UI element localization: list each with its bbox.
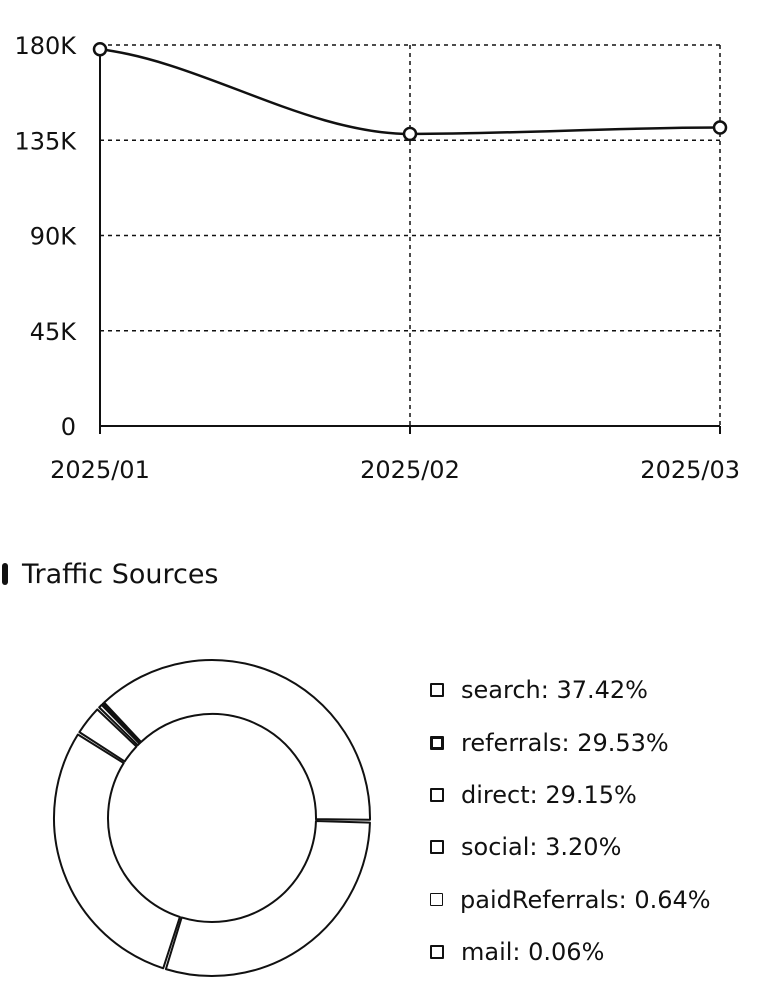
x-tick-label: 2025/01 — [50, 456, 150, 484]
traffic-sources-title: Traffic Sources — [22, 558, 219, 590]
x-tick-label: 2025/03 — [640, 456, 740, 484]
data-point — [402, 126, 418, 142]
donut-slice-search — [103, 659, 371, 821]
legend-swatch-icon — [430, 945, 444, 960]
line-chart-series — [92, 41, 728, 142]
x-tick-label: 2025/02 — [360, 456, 460, 484]
legend-item-mail[interactable]: mail: 0.06% — [430, 926, 760, 978]
section-marker-icon — [2, 563, 8, 585]
donut-legend: search: 37.42% referrals: 29.53% direct: 2… — [430, 664, 760, 978]
donut-slice-referrals — [164, 820, 371, 977]
y-tick-label: 180K — [14, 32, 77, 60]
line-chart-axes — [99, 45, 721, 434]
line-chart-grid — [100, 44, 721, 426]
legend-swatch-icon — [430, 893, 443, 907]
line-chart-tick-labels: 0 45K 90K 135K 180K 2025/01 2025/02 2025/03 — [14, 32, 740, 484]
y-tick-label: 135K — [14, 127, 77, 155]
legend-swatch-icon — [430, 735, 444, 750]
donut-slice-direct — [53, 733, 181, 970]
y-tick-label: 0 — [61, 413, 76, 441]
donut-slices — [53, 659, 371, 977]
legend-label: search: 37.42% — [461, 676, 648, 705]
donut-slice-social — [78, 708, 138, 763]
y-tick-label: 90K — [30, 223, 78, 251]
legend-item-direct[interactable]: direct: 29.15% — [430, 769, 760, 821]
y-tick-label: 45K — [30, 318, 78, 346]
legend-label: mail: 0.06% — [461, 938, 605, 967]
data-point — [712, 120, 728, 135]
legend-item-search[interactable]: search: 37.42% — [430, 664, 760, 716]
legend-label: paidReferrals: 0.64% — [460, 885, 711, 914]
legend-item-social[interactable]: social: 3.20% — [430, 821, 760, 873]
legend-item-paidReferrals[interactable]: paidReferrals: 0.64% — [430, 874, 760, 926]
legend-swatch-icon — [430, 683, 444, 698]
line-chart: 0 45K 90K 135K 180K 2025/01 2025/02 2025/03 — [14, 32, 740, 484]
legend-item-referrals[interactable]: referrals: 29.53% — [430, 716, 760, 768]
legend-label: social: 3.20% — [461, 833, 622, 862]
legend-label: direct: 29.15% — [461, 780, 637, 809]
traffic-sources-header: Traffic Sources — [0, 556, 219, 592]
data-point — [92, 41, 108, 57]
donut-chart — [53, 659, 371, 977]
legend-swatch-icon — [430, 840, 444, 855]
legend-label: referrals: 29.53% — [461, 728, 669, 757]
legend-swatch-icon — [430, 787, 444, 802]
donut-slice-mail — [101, 702, 142, 744]
